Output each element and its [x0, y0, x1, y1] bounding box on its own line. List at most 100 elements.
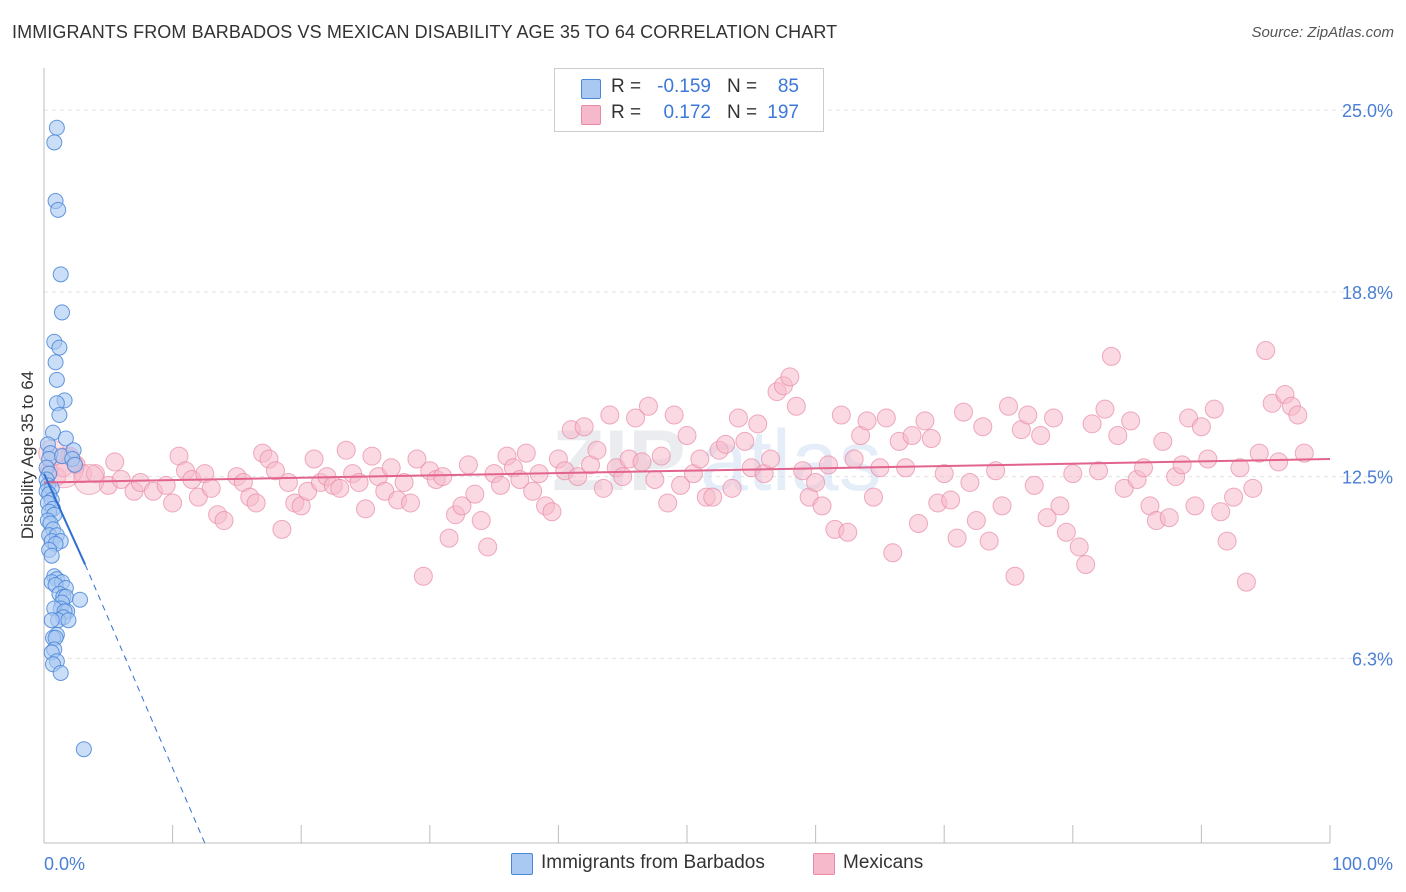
barbados-point: [43, 612, 60, 629]
mexicans-point: [1191, 417, 1211, 437]
r-value: -0.159: [657, 76, 711, 97]
stats-legend: R = -0.159 N = 85 R = 0.172 N = 197: [554, 68, 824, 132]
axes: [43, 68, 1331, 844]
mexicans-trend-line: [43, 458, 1331, 484]
mexicans-point: [272, 519, 292, 539]
n-value: 197: [767, 102, 799, 123]
mexicans-point: [651, 446, 671, 466]
r-label: R =: [611, 76, 642, 97]
mexicans-point: [986, 461, 1006, 481]
source-credit: Source: ZipAtlas.com: [1251, 24, 1394, 41]
mexicans-point: [1005, 566, 1025, 586]
mexicans-point: [941, 490, 961, 510]
mexicans-point: [73, 464, 105, 496]
mexicans-point: [690, 449, 710, 469]
mexicans-swatch: [581, 105, 601, 125]
mexicans-point: [356, 499, 375, 519]
mexicans-point: [645, 470, 665, 490]
mexicans-point: [1018, 405, 1038, 425]
mexicans-point: [349, 472, 369, 492]
tick-labels: 6.3% 12.5% 18.8% 25.0% 0.0% 100.0%: [44, 101, 1393, 874]
mexicans-point: [304, 449, 324, 469]
barbados-swatch: [511, 853, 533, 875]
mexicans-point: [542, 502, 562, 522]
mexicans-point: [915, 411, 935, 431]
mexicans-point: [844, 449, 864, 469]
mexicans-point: [1082, 414, 1102, 434]
x-tick-label: 100.0%: [1332, 854, 1393, 874]
mexicans-point: [407, 449, 427, 469]
barbados-point: [54, 304, 71, 321]
mexicans-point: [1230, 458, 1250, 478]
mexicans-point: [780, 367, 800, 387]
barbados-point: [43, 547, 60, 564]
barbados-point: [51, 339, 68, 356]
y-tick-label: 6.3%: [1352, 649, 1393, 669]
mexicans-point: [966, 511, 986, 531]
mexicans-point: [658, 493, 678, 513]
mexicans-point: [278, 472, 298, 492]
mexicans-point: [439, 528, 459, 548]
mexicans-point: [593, 478, 613, 498]
mexicans-point: [600, 405, 620, 425]
mexicans-point: [812, 496, 832, 516]
mexicans-point: [1024, 475, 1044, 495]
chart-title: IMMIGRANTS FROM BARBADOS VS MEXICAN DISA…: [12, 22, 838, 42]
y-axis-label: Disability Age 35 to 64: [18, 371, 37, 539]
mexicans-point: [703, 487, 723, 507]
trend-lines: [43, 458, 1331, 844]
mexicans-point: [214, 511, 234, 531]
y-tick-label: 12.5%: [1342, 468, 1393, 488]
mexicans-point: [960, 472, 980, 492]
mexicans-point: [1172, 455, 1192, 475]
mexicans-point: [626, 408, 646, 428]
mexicans-point: [478, 537, 498, 557]
mexicans-point: [728, 408, 748, 428]
mexicans-point: [491, 475, 511, 495]
mexicans-point: [111, 470, 131, 490]
mexicans-point: [1236, 572, 1256, 592]
mexicans-point: [156, 475, 176, 495]
mexicans-point: [201, 478, 221, 498]
mexicans-point: [1249, 443, 1269, 463]
mexicans-point: [953, 402, 973, 422]
mexicans-point: [246, 493, 266, 513]
n-label: N =: [727, 102, 758, 123]
mexicans-point: [664, 405, 684, 425]
mexicans-point: [1256, 341, 1276, 361]
mexicans-point: [452, 496, 472, 516]
mexicans-point: [1185, 496, 1205, 516]
mexicans-point: [336, 440, 356, 460]
mexicans-point: [105, 452, 125, 472]
r-value: 0.172: [663, 102, 711, 123]
n-value: 85: [777, 76, 799, 97]
mexicans-point: [1121, 411, 1141, 431]
mexicans-point: [394, 472, 414, 492]
mexicans-point: [1037, 508, 1057, 528]
mexicans-point: [902, 426, 922, 446]
mexicans-point: [1288, 405, 1308, 425]
barbados-trend-extension: [84, 564, 206, 844]
barbados-point: [52, 664, 69, 681]
mexicans-point: [523, 481, 543, 501]
mexicans-point: [1153, 431, 1173, 451]
mexicans-point: [574, 417, 594, 437]
mexicans-point: [587, 440, 607, 460]
mexicans-point: [638, 396, 658, 416]
mexicans-point: [831, 405, 851, 425]
mexicans-point: [722, 478, 742, 498]
mexicans-point: [471, 511, 491, 531]
mexicans-point: [465, 484, 485, 504]
mexicans-point: [1198, 449, 1218, 469]
mexicans-point: [1269, 452, 1289, 472]
barbados-point: [48, 371, 65, 388]
barbados-point: [47, 354, 64, 371]
mexicans-point: [857, 411, 877, 431]
mexicans-point: [735, 431, 755, 451]
mexicans-swatch: [813, 853, 835, 875]
barbados-point: [72, 591, 89, 608]
mexicans-point: [516, 443, 536, 463]
x-tick-label: 0.0%: [44, 854, 85, 874]
barbados-point: [46, 134, 63, 151]
